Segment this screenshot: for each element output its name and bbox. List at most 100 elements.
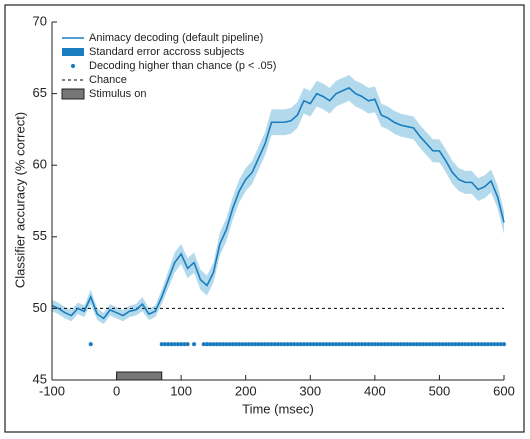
significance-dot bbox=[327, 342, 332, 347]
significance-dot bbox=[356, 342, 361, 347]
legend-label: Chance bbox=[89, 74, 127, 86]
significance-dot bbox=[201, 342, 206, 347]
significance-dot bbox=[501, 342, 507, 347]
significance-dot bbox=[243, 342, 248, 347]
significance-dot bbox=[214, 342, 219, 347]
significance-dot bbox=[269, 342, 274, 347]
significance-dot bbox=[350, 342, 355, 347]
significance-dot bbox=[279, 342, 284, 347]
significance-dot bbox=[259, 342, 264, 347]
significance-dot bbox=[292, 342, 297, 347]
significance-dot bbox=[463, 342, 468, 347]
significance-dot bbox=[476, 342, 481, 347]
x-tick-label: 400 bbox=[364, 383, 386, 398]
significance-dot bbox=[191, 342, 197, 347]
significance-dot bbox=[469, 342, 474, 347]
significance-dot bbox=[450, 342, 455, 347]
legend-label: Standard error accross subjects bbox=[89, 46, 245, 58]
significance-dot bbox=[453, 342, 458, 347]
significance-dot bbox=[392, 342, 397, 347]
significance-dot bbox=[337, 342, 342, 347]
significance-dot bbox=[211, 342, 216, 347]
error-band bbox=[52, 74, 504, 325]
significance-dot bbox=[388, 342, 394, 347]
significance-dot bbox=[385, 342, 390, 347]
significance-dot bbox=[304, 342, 310, 347]
significance-dot bbox=[185, 342, 190, 347]
legend-label: Decoding higher than chance (p < .05) bbox=[89, 60, 276, 72]
significance-dot bbox=[366, 342, 371, 347]
significance-dot bbox=[282, 342, 287, 347]
y-tick-label: 55 bbox=[33, 228, 47, 243]
significance-dot bbox=[437, 342, 442, 347]
y-tick-label: 65 bbox=[33, 85, 47, 100]
significance-dot bbox=[485, 342, 490, 347]
significance-dot bbox=[262, 342, 268, 347]
significance-dot bbox=[250, 342, 255, 347]
significance-dot bbox=[204, 342, 210, 347]
significance-dot bbox=[237, 342, 242, 347]
significance-dot bbox=[427, 342, 432, 347]
significance-dot bbox=[421, 342, 426, 347]
significance-dot bbox=[414, 342, 419, 347]
significance-dot bbox=[353, 342, 358, 347]
significance-dot bbox=[492, 342, 497, 347]
significance-dot bbox=[434, 342, 439, 347]
y-tick-label: 45 bbox=[33, 371, 47, 386]
significance-dot bbox=[408, 342, 413, 347]
significance-dot bbox=[230, 342, 235, 347]
significance-dot bbox=[472, 342, 478, 347]
significance-dot bbox=[498, 342, 503, 347]
significance-dot bbox=[295, 342, 300, 347]
significance-dot bbox=[88, 342, 93, 347]
significance-dot bbox=[340, 342, 345, 347]
significance-dot bbox=[317, 342, 323, 347]
significance-dot bbox=[363, 342, 368, 347]
legend-swatch bbox=[61, 88, 85, 100]
significance-dot bbox=[401, 342, 407, 347]
significance-dot bbox=[382, 342, 387, 347]
significance-dot bbox=[430, 342, 436, 347]
significance-dot bbox=[172, 342, 177, 347]
significance-dot bbox=[253, 342, 258, 347]
significance-dot bbox=[334, 342, 339, 347]
significance-dot bbox=[459, 342, 465, 347]
significance-dot bbox=[359, 342, 365, 347]
significance-dot bbox=[440, 342, 445, 347]
significance-dot bbox=[482, 342, 487, 347]
significance-dot bbox=[175, 342, 181, 347]
stimulus-bar bbox=[116, 371, 163, 381]
significance-dot bbox=[411, 342, 416, 347]
significance-dot bbox=[379, 342, 384, 347]
x-tick-label: 0 bbox=[113, 383, 120, 398]
significance-dot bbox=[233, 342, 239, 347]
significance-dot bbox=[162, 342, 168, 347]
significance-dot bbox=[443, 342, 448, 347]
legend-label: Animacy decoding (default pipeline) bbox=[89, 32, 263, 44]
x-tick-label: 100 bbox=[170, 383, 192, 398]
significance-dot bbox=[224, 342, 229, 347]
x-tick-label: -100 bbox=[39, 383, 65, 398]
significance-dot bbox=[227, 342, 232, 347]
y-tick-label: 60 bbox=[33, 157, 47, 172]
legend-swatch bbox=[62, 48, 84, 56]
significance-dot bbox=[417, 342, 423, 347]
significance-dot bbox=[447, 342, 452, 347]
significance-dot bbox=[266, 342, 271, 347]
significance-dot bbox=[456, 342, 461, 347]
significance-dot bbox=[166, 342, 171, 347]
significance-dot bbox=[311, 342, 316, 347]
y-tick-label: 70 bbox=[33, 13, 47, 28]
significance-dot bbox=[398, 342, 403, 347]
significance-dot bbox=[285, 342, 290, 347]
significance-dot bbox=[330, 342, 335, 347]
y-axis-label: Classifier accuracy (% correct) bbox=[12, 112, 27, 288]
legend-swatch bbox=[70, 63, 76, 69]
significance-dot bbox=[159, 342, 164, 347]
significance-dot bbox=[395, 342, 400, 347]
significance-dot bbox=[298, 342, 303, 347]
significance-dot bbox=[405, 342, 410, 347]
significance-dot bbox=[208, 342, 213, 347]
significance-dot bbox=[466, 342, 471, 347]
